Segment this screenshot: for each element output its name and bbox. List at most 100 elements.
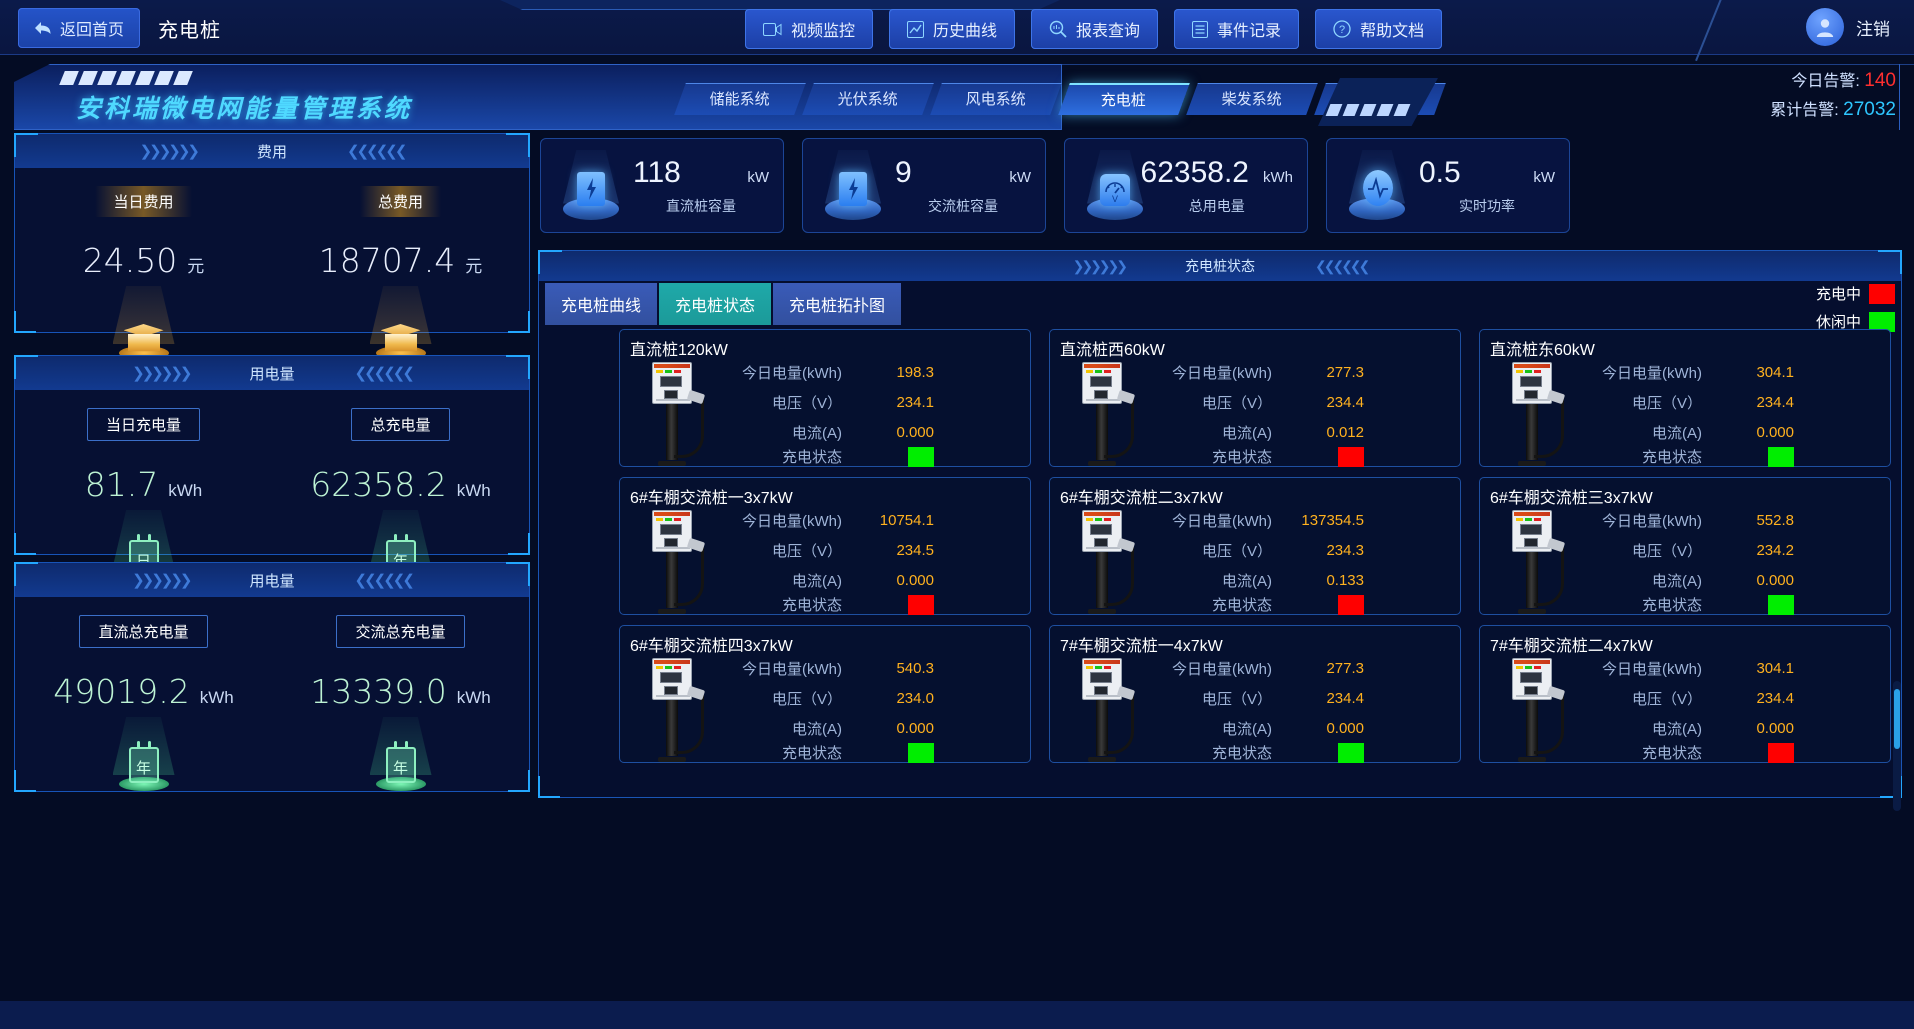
pile-name: 7#车棚交流桩二4x7kW bbox=[1490, 638, 1653, 655]
pile-current-value: 0.000 bbox=[1756, 424, 1794, 441]
metric-unit: 元 bbox=[465, 257, 483, 276]
nav-tab-pv[interactable]: 光伏系统 bbox=[802, 83, 934, 115]
pile-voltage-row: 电压（V） 234.1 bbox=[714, 392, 1020, 413]
nav-tab-charging-pile[interactable]: 充电桩 bbox=[1058, 83, 1190, 115]
charging-pile-icon bbox=[644, 510, 710, 614]
calendar-glyph: 年 bbox=[135, 760, 151, 777]
metric-value: 49019.2 bbox=[53, 672, 190, 711]
metric-total-cost: 总费用 18707.4 元 bbox=[272, 186, 529, 362]
pile-status-indicator bbox=[1768, 594, 1794, 615]
charging-pile-card[interactable]: 6#车棚交流桩四3x7kW 今日电量(kWh) 540.3 电压（V） 234.0 电流(… bbox=[619, 625, 1031, 763]
calendar-glyph: 年 bbox=[392, 760, 408, 777]
pile-current-label: 电流(A) bbox=[1652, 573, 1702, 590]
nav-tab-diesel[interactable]: 柴发系统 bbox=[1186, 83, 1318, 115]
tab-pile-topology[interactable]: 充电桩拓扑图 bbox=[773, 283, 902, 325]
pile-name: 6#车棚交流桩四3x7kW bbox=[630, 638, 793, 655]
metric-chip-label: 交流总充电量 bbox=[336, 615, 465, 648]
pile-voltage-value: 234.1 bbox=[896, 394, 934, 411]
pile-status-indicator bbox=[1338, 594, 1364, 615]
pile-status-label: 充电状态 bbox=[1641, 449, 1702, 466]
legend-idle: 休闲中 bbox=[1816, 311, 1895, 332]
money-box-icon bbox=[105, 286, 183, 362]
topbar-user-group[interactable]: 注销 bbox=[1806, 8, 1890, 46]
charging-pile-card[interactable]: 直流桩120kW 今日电量(kWh) 198.3 电压（V） 234.1 电流(A) 0.0… bbox=[619, 329, 1031, 467]
pile-voltage-row: 电压（V） 234.4 bbox=[1574, 688, 1880, 709]
help-doc-button[interactable]: ? 帮助文档 bbox=[1315, 9, 1443, 49]
pile-status-indicator bbox=[908, 594, 934, 615]
charging-pile-card[interactable]: 7#车棚交流桩一4x7kW 今日电量(kWh) 277.3 电压（V） 234.4 电流(… bbox=[1049, 625, 1461, 763]
pile-name: 6#车棚交流桩一3x7kW bbox=[630, 490, 793, 507]
pile-status-label: 充电状态 bbox=[781, 745, 842, 762]
charging-pile-card[interactable]: 直流桩西60kW 今日电量(kWh) 277.3 电压（V） 234.4 电流(A) 0.0… bbox=[1049, 329, 1461, 467]
nav-tail-stripes-icon bbox=[1325, 104, 1411, 116]
back-arrow-icon bbox=[34, 20, 52, 36]
back-home-label: 返回首页 bbox=[60, 22, 125, 39]
logout-label[interactable]: 注销 bbox=[1856, 19, 1890, 39]
pile-energy-label: 今日电量(kWh) bbox=[1602, 513, 1702, 530]
nav-tab-label: 风电系统 bbox=[965, 91, 1026, 108]
legend-swatch-idle bbox=[1869, 311, 1895, 332]
status-panel-title: 充电桩状态 bbox=[1185, 258, 1255, 274]
pile-voltage-label: 电压（V） bbox=[1631, 691, 1702, 708]
pile-status-label: 充电状态 bbox=[781, 449, 842, 466]
event-record-button[interactable]: 事件记录 bbox=[1174, 9, 1300, 49]
nav-tab-wind[interactable]: 风电系统 bbox=[930, 83, 1062, 115]
legend-label: 充电中 bbox=[1815, 286, 1861, 303]
pile-voltage-label: 电压（V） bbox=[1201, 691, 1272, 708]
pile-voltage-label: 电压（V） bbox=[1201, 395, 1272, 412]
charging-pile-card[interactable]: 6#车棚交流桩三3x7kW 今日电量(kWh) 552.8 电压（V） 234.2 电流(… bbox=[1479, 477, 1891, 615]
pile-energy-value: 10754.1 bbox=[879, 512, 934, 529]
metric-chip-label: 当日充电量 bbox=[86, 408, 200, 441]
avatar[interactable] bbox=[1806, 8, 1844, 46]
metric-dc-total-charge: 直流总充电量 49019.2 kWh 年 bbox=[15, 615, 272, 793]
back-home-button[interactable]: 返回首页 bbox=[18, 8, 141, 48]
tab-pile-curve[interactable]: 充电桩曲线 bbox=[545, 283, 658, 325]
pile-current-value: 0.000 bbox=[896, 424, 934, 441]
pile-energy-value: 552.8 bbox=[1756, 512, 1794, 529]
vertical-scrollbar[interactable] bbox=[1893, 681, 1901, 811]
charging-pile-card[interactable]: 6#车棚交流桩一3x7kW 今日电量(kWh) 10754.1 电压（V） 234.5 电… bbox=[619, 477, 1031, 615]
pile-current-row: 电流(A) 0.133 bbox=[1144, 570, 1450, 591]
video-monitor-button[interactable]: 视频监控 bbox=[745, 9, 874, 49]
panel-energy-dcac-title: 用电量 bbox=[249, 572, 295, 590]
tab-label: 充电桩拓扑图 bbox=[789, 298, 886, 315]
metric-ac-total-charge: 交流总充电量 13339.0 kWh 年 bbox=[272, 615, 529, 793]
legend-swatch-charging bbox=[1869, 283, 1895, 304]
arrows-left-icon: ❮❮❮❮❮❮ bbox=[1315, 257, 1370, 274]
charging-pile-card[interactable]: 直流桩东60kW 今日电量(kWh) 304.1 电压（V） 234.4 电流(A) 0.0… bbox=[1479, 329, 1891, 467]
pile-energy-row: 今日电量(kWh) 304.1 bbox=[1574, 362, 1880, 383]
pile-name: 直流桩西60kW bbox=[1060, 342, 1165, 359]
charging-pile-icon bbox=[1504, 362, 1570, 466]
charging-pile-card[interactable]: 7#车棚交流桩二4x7kW 今日电量(kWh) 304.1 电压（V） 234.4 电流(… bbox=[1479, 625, 1891, 763]
banner-rule bbox=[1060, 64, 1914, 65]
metric-today-cost: 当日费用 24.50 元 bbox=[15, 186, 272, 362]
pile-name: 直流桩120kW bbox=[630, 342, 728, 359]
calendar-year-icon: 年 bbox=[105, 717, 183, 793]
topbar-actions: 视频监控 历史曲线 报表查询 事件记录 bbox=[745, 9, 1443, 49]
charging-pile-card[interactable]: 6#车棚交流桩二3x7kW 今日电量(kWh) 137354.5 电压（V） 234.3… bbox=[1049, 477, 1461, 615]
panel-cost-header: ❯❯❯❯❯❯ 费用 ❮❮❮❮❮❮ bbox=[15, 134, 529, 168]
pile-voltage-value: 234.4 bbox=[1756, 690, 1794, 707]
metric-value: 24.50 bbox=[82, 241, 178, 280]
kpi-label: 直流桩容量 bbox=[666, 197, 736, 214]
status-panel-tabs: 充电桩曲线 充电桩状态 充电桩拓扑图 bbox=[545, 283, 903, 325]
pile-current-label: 电流(A) bbox=[792, 425, 842, 442]
kpi-unit: kW bbox=[1533, 168, 1555, 186]
tab-pile-status[interactable]: 充电桩状态 bbox=[659, 283, 772, 325]
money-box-icon bbox=[362, 286, 440, 362]
pile-status-indicator bbox=[1338, 446, 1364, 467]
nav-tab-storage[interactable]: 储能系统 bbox=[674, 83, 806, 115]
panel-cost-body: 当日费用 24.50 元 总费用 18707.4 元 bbox=[15, 168, 529, 362]
pile-energy-label: 今日电量(kWh) bbox=[1602, 365, 1702, 382]
report-query-button[interactable]: 报表查询 bbox=[1031, 9, 1159, 49]
panel-energy-dcac-header: ❯❯❯❯❯❯ 用电量 ❮❮❮❮❮❮ bbox=[15, 563, 529, 597]
pile-current-label: 电流(A) bbox=[792, 721, 842, 738]
metric-chip-label: 直流总充电量 bbox=[79, 615, 208, 648]
arrows-right-icon: ❯❯❯❯❯❯ bbox=[132, 365, 192, 382]
pile-energy-label: 今日电量(kWh) bbox=[1172, 661, 1272, 678]
pile-status-row: 充电状态 bbox=[1574, 742, 1880, 763]
history-curve-button[interactable]: 历史曲线 bbox=[889, 9, 1016, 49]
pile-status-indicator bbox=[1338, 742, 1364, 763]
legend-label: 休闲中 bbox=[1815, 314, 1861, 331]
battery-icon bbox=[549, 144, 633, 228]
